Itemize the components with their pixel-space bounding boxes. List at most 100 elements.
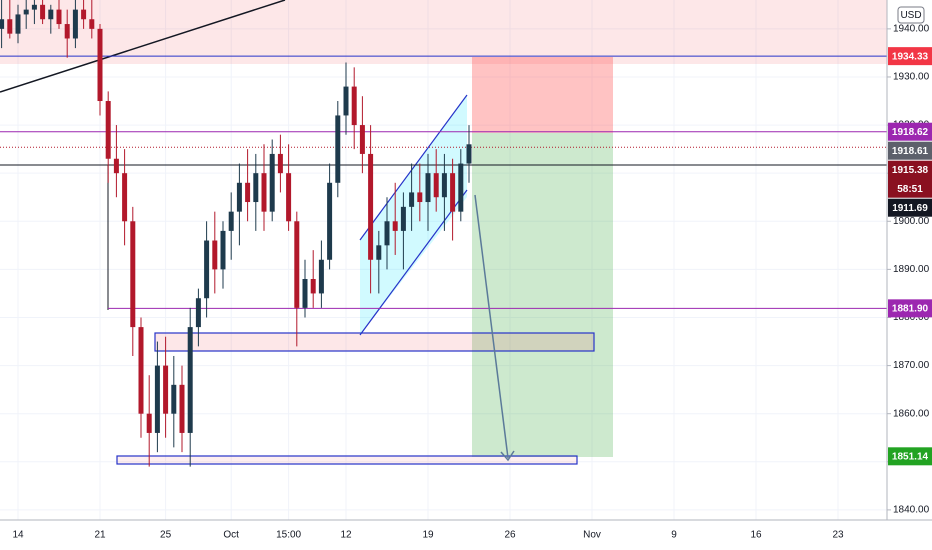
stop-zone xyxy=(472,57,613,133)
price-badge xyxy=(888,447,932,466)
x-tick-label: 9 xyxy=(671,530,677,541)
candle-body xyxy=(146,413,152,433)
candle-body xyxy=(212,240,218,270)
channel-line xyxy=(359,94,468,241)
price-badge xyxy=(888,198,932,217)
candle-body xyxy=(417,192,423,203)
y-tick-label: 1860.00 xyxy=(893,408,930,419)
candle-body xyxy=(245,182,251,203)
candle-body xyxy=(113,158,119,174)
candle-body xyxy=(15,14,21,34)
candle-body xyxy=(458,163,464,212)
candle-body xyxy=(253,173,259,203)
candle-body xyxy=(7,19,13,34)
price-badge xyxy=(888,122,932,141)
candle-body xyxy=(318,259,324,294)
candle-body xyxy=(343,86,349,116)
candle-body xyxy=(359,125,365,154)
x-tick-label: Nov xyxy=(583,530,601,541)
candle-body xyxy=(23,9,29,15)
candle-body xyxy=(441,173,447,198)
candle-body xyxy=(310,279,316,294)
candle-body xyxy=(0,19,5,29)
channel-fill xyxy=(360,95,467,335)
candle-body xyxy=(179,384,185,433)
price-badge xyxy=(888,47,932,66)
candle-body xyxy=(89,19,95,29)
price-badge xyxy=(888,141,932,160)
x-tick-label: Oct xyxy=(223,530,239,541)
candle-body xyxy=(351,86,357,126)
price-badge-label: 1851.14 xyxy=(892,451,929,462)
candle-body xyxy=(236,182,242,212)
candle-body xyxy=(302,279,308,308)
currency: USD xyxy=(900,10,921,21)
candle-body xyxy=(204,240,210,299)
x-tick-label: 25 xyxy=(160,530,172,541)
axis-labels: 1840.001850.001860.001870.001880.001890.… xyxy=(12,24,932,541)
countdown: 58:51 xyxy=(897,184,923,195)
x-tick-label: 23 xyxy=(832,530,844,541)
time-axis xyxy=(0,520,887,550)
candle-body xyxy=(187,327,193,433)
price-badge-label: 1911.69 xyxy=(892,203,928,214)
candle-body xyxy=(220,230,226,270)
y-tick-label: 1880.00 xyxy=(893,312,930,323)
y-tick-label: 1890.00 xyxy=(893,264,930,275)
candle-body xyxy=(269,153,275,212)
candle-body xyxy=(171,384,177,414)
x-tick-label: 19 xyxy=(422,530,434,541)
candle-body xyxy=(286,173,292,222)
candle-body xyxy=(368,153,374,260)
resistance-zone xyxy=(0,0,887,64)
y-tick-label: 1840.00 xyxy=(893,505,930,516)
y-tick-label: 1900.00 xyxy=(893,216,930,227)
candle-body xyxy=(228,211,234,231)
arrow-head xyxy=(500,450,515,462)
candle-body xyxy=(425,173,431,203)
x-tick-label: 21 xyxy=(94,530,106,541)
candle-body xyxy=(130,221,136,328)
candle-body xyxy=(409,192,415,207)
candle-body xyxy=(327,182,333,260)
candle-body xyxy=(376,245,382,260)
candle-body xyxy=(450,173,456,212)
y-tick-label: 1870.00 xyxy=(893,360,930,371)
candle-body xyxy=(122,173,128,222)
y-tick-label: 1940.00 xyxy=(893,24,930,35)
candle-body xyxy=(384,221,390,246)
candles xyxy=(0,0,472,467)
candle-body xyxy=(64,24,70,39)
x-tick-label: 14 xyxy=(12,530,24,541)
price-badge-label: 1918.61 xyxy=(892,146,929,157)
y-tick-label: 1930.00 xyxy=(893,72,930,83)
candle-body xyxy=(40,4,46,20)
trend-line xyxy=(0,0,286,93)
x-tick-label: 16 xyxy=(750,530,762,541)
candle-body xyxy=(154,365,160,433)
candle-body xyxy=(335,115,341,183)
price-badge xyxy=(888,160,932,198)
candle-body xyxy=(466,144,472,164)
candle-body xyxy=(138,327,144,414)
candle-body xyxy=(97,28,103,102)
demand-box xyxy=(154,332,595,352)
channel-line xyxy=(359,189,468,336)
currency-box xyxy=(897,6,925,24)
price-badge-label: 1915.38 xyxy=(892,165,929,176)
x-tick-label: 12 xyxy=(340,530,352,541)
support-box xyxy=(116,455,578,465)
candle-body xyxy=(261,173,267,212)
candle-body xyxy=(294,221,300,308)
candle-body xyxy=(48,9,54,20)
candle-body xyxy=(392,221,398,231)
candle-body xyxy=(81,9,87,20)
drawings-back xyxy=(0,0,887,465)
candle-body xyxy=(31,4,37,10)
target-zone xyxy=(472,133,613,457)
price-badge-label: 1881.90 xyxy=(892,303,929,314)
candle-body xyxy=(105,101,111,159)
x-tick-label: 26 xyxy=(504,530,516,541)
